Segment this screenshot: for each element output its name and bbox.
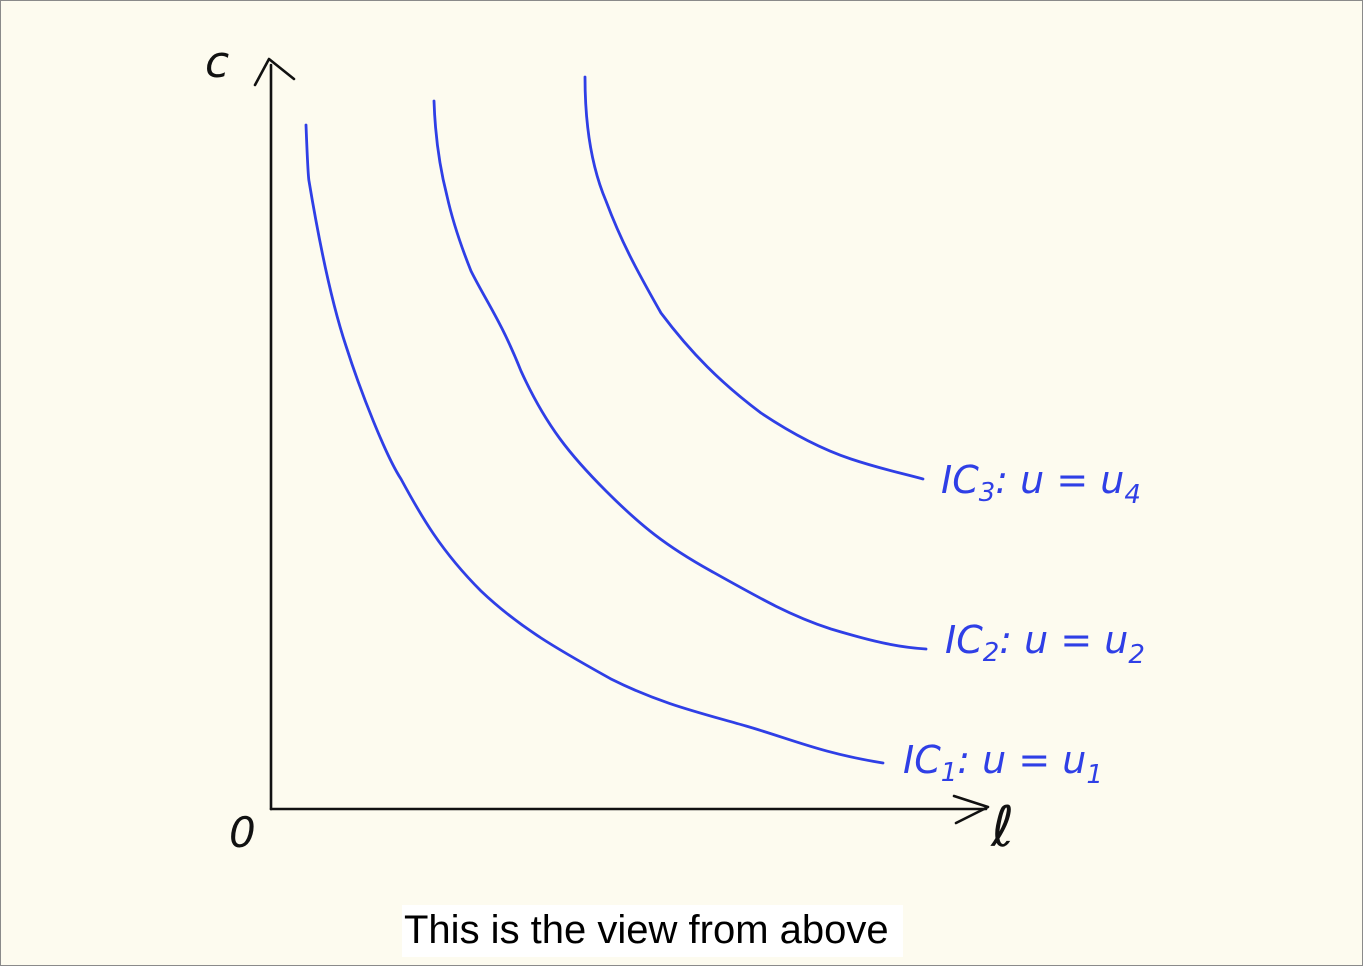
curve-label-3: IC3: u = u4 — [941, 458, 1141, 510]
indifference-curve-2 — [432, 99, 928, 651]
y-axis-label: c — [205, 37, 229, 88]
curve-label-2: IC2: u = u2 — [945, 618, 1145, 670]
origin-label: 0 — [229, 808, 256, 857]
indifference-curve-1 — [304, 123, 885, 765]
x-axis-arrowhead — [952, 794, 990, 825]
caption: This is the view from above — [402, 905, 903, 957]
curve-label-1: IC1: u = u1 — [903, 738, 1103, 790]
x-axis-label: ℓ — [990, 795, 1014, 860]
y-axis-arrowhead — [253, 57, 296, 87]
indifference-curve-3 — [583, 75, 925, 481]
